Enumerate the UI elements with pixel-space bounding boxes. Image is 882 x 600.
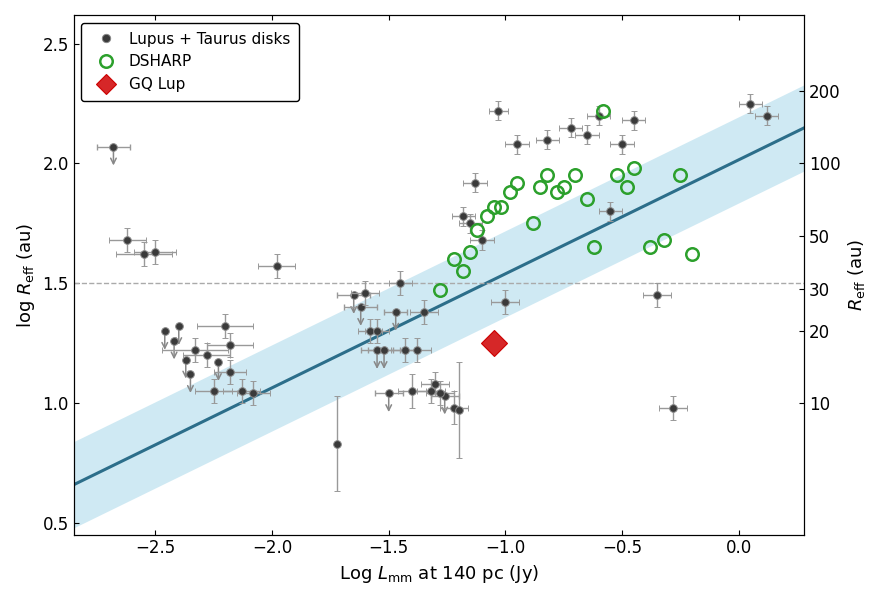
Y-axis label: log $R_{\rm eff}$ (au): log $R_{\rm eff}$ (au) [15,222,37,328]
Legend: Lupus + Taurus disks, DSHARP, GQ Lup: Lupus + Taurus disks, DSHARP, GQ Lup [81,23,299,101]
Y-axis label: $R_{\rm eff}$ (au): $R_{\rm eff}$ (au) [846,239,867,311]
X-axis label: Log $L_{\rm mm}$ at 140 pc (Jy): Log $L_{\rm mm}$ at 140 pc (Jy) [339,563,539,585]
